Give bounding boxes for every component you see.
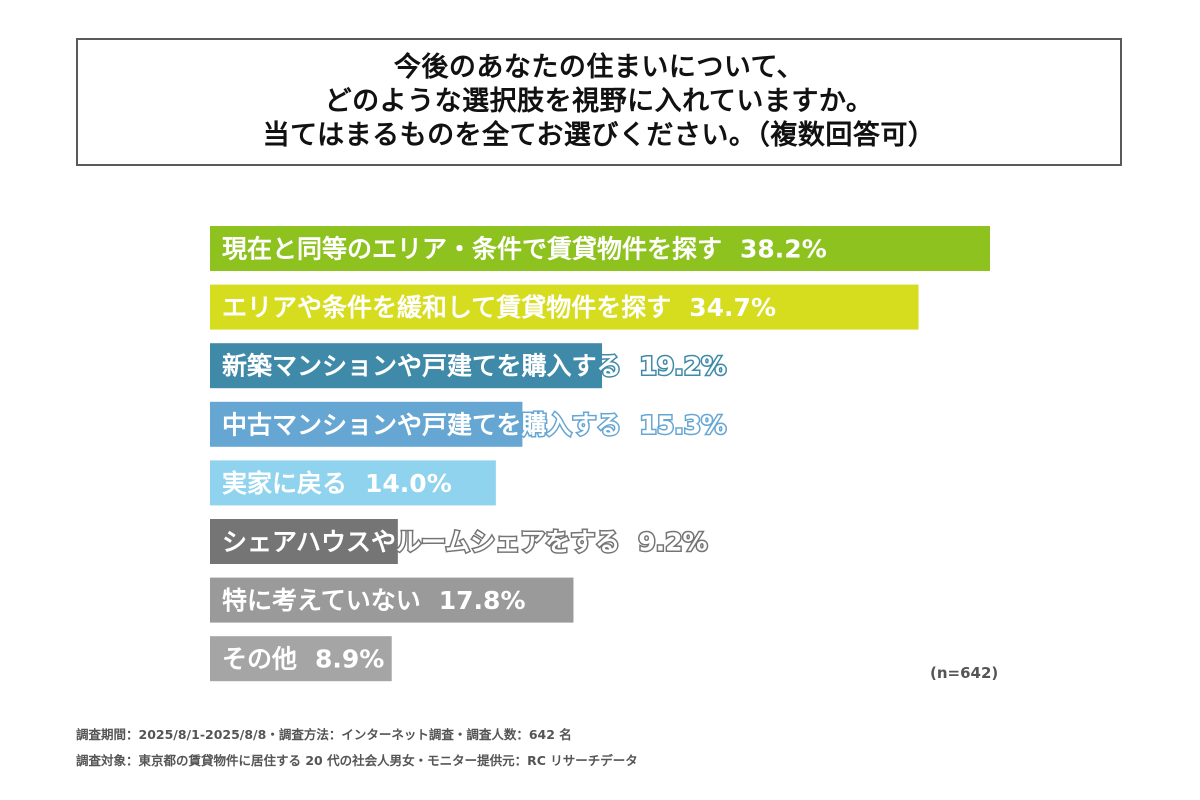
value-label: 34.7% [689, 293, 776, 322]
bar-4 [210, 401, 523, 447]
bar-label-8: その他 8.9% [222, 645, 384, 674]
category-label: エリアや条件を緩和して賃貸物件を探す [222, 293, 671, 322]
category-label: 新築マンションや戸建てを購入する [222, 352, 622, 381]
bar-1 [210, 226, 990, 271]
bar-label-5: 実家に戻る 14.0% [222, 469, 452, 498]
bar-3 [210, 343, 603, 389]
category-label: その他 [222, 645, 297, 674]
category-label: 特に考えていない [222, 586, 421, 615]
question-title-line-1: 今後のあなたの住まいについて、 [393, 52, 805, 83]
bar-8 [210, 636, 392, 682]
bar-label-6: シェアハウスやルームシェアをする 9.2% [222, 528, 708, 557]
bar-2 [210, 284, 919, 330]
sample-size-label: (n=642) [930, 664, 999, 682]
value-label: 8.9% [315, 645, 384, 674]
bar-label-4: 中古マンションや戸建てを購入する 15.3% [222, 410, 726, 439]
category-label: シェアハウスやルームシェアをする [222, 528, 620, 557]
bar-label-1: 現在と同等のエリア・条件で賃貸物件を探す 38.2% [222, 235, 827, 264]
value-label: 19.2% [640, 352, 727, 381]
bar-7 [210, 577, 574, 623]
value-label: 15.3% [640, 410, 727, 439]
bar-label-7: 特に考えていない 17.8% [222, 586, 526, 615]
question-title-line-3: 当てはまるものを全てお選びください。（複数回答可） [262, 120, 936, 151]
survey-period-footnote: 調査期間：2025/8/1-2025/8/8・調査方法：インターネット調査・調査… [76, 727, 572, 742]
value-label: 14.0% [365, 469, 452, 498]
category-label: 実家に戻る [222, 469, 347, 498]
survey-target-footnote: 調査対象：東京都の賃貸物件に居住する 20 代の社会人男女・モニター提供元：RC… [76, 753, 638, 768]
bar-label-3: 新築マンションや戸建てを購入する 19.2% [222, 352, 726, 381]
category-label: 中古マンションや戸建てを購入する [222, 410, 622, 439]
bar-label-2: エリアや条件を緩和して賃貸物件を探す 34.7% [222, 293, 776, 322]
value-label: 9.2% [638, 528, 707, 557]
bar-5 [210, 460, 496, 506]
value-label: 38.2% [740, 235, 827, 264]
value-label: 17.8% [439, 586, 526, 615]
question-title-box: 今後のあなたの住まいについて、 どのような選択肢を視野に入れていますか。 当ては… [76, 38, 1122, 166]
question-title-line-2: どのような選択肢を視野に入れていますか。 [324, 86, 874, 117]
bar-6 [210, 519, 398, 564]
category-label: 現在と同等のエリア・条件で賃貸物件を探す [222, 235, 722, 264]
